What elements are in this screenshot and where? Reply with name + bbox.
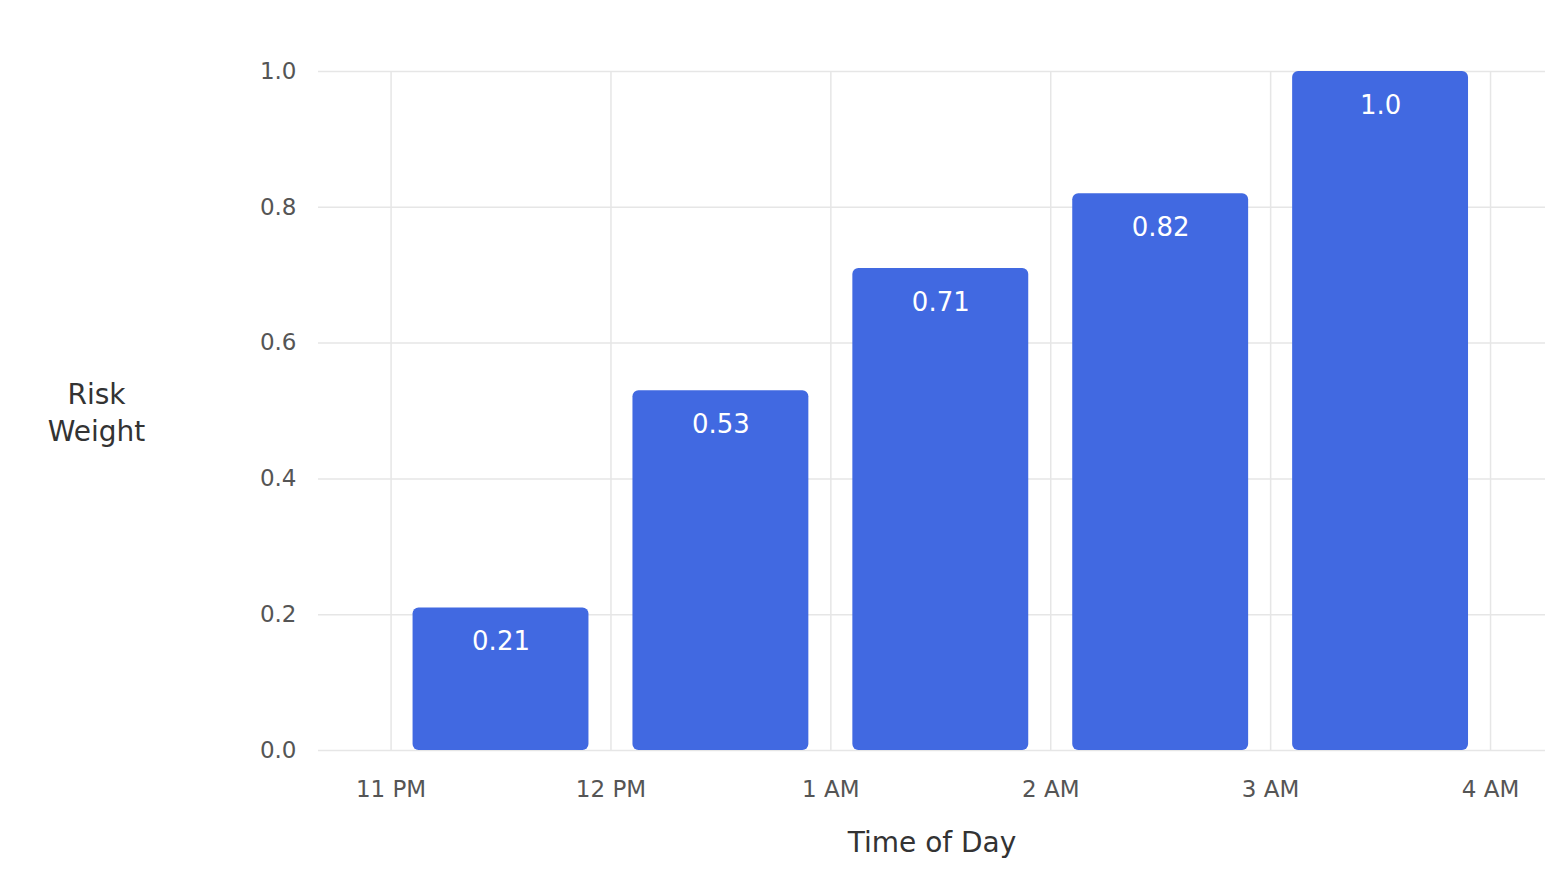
svg-text:0.71: 0.71 [912, 287, 970, 317]
svg-text:1.0: 1.0 [1360, 90, 1401, 120]
svg-text:0.53: 0.53 [692, 409, 750, 439]
svg-text:12 PM: 12 PM [576, 776, 646, 802]
svg-text:0.0: 0.0 [260, 737, 297, 763]
svg-text:0.4: 0.4 [260, 465, 297, 491]
svg-text:3 AM: 3 AM [1242, 776, 1300, 802]
svg-text:0.82: 0.82 [1132, 212, 1190, 242]
svg-text:1.0: 1.0 [260, 58, 297, 84]
svg-text:2 AM: 2 AM [1022, 776, 1080, 802]
svg-text:4 AM: 4 AM [1462, 776, 1520, 802]
svg-text:Time of Day: Time of Day [847, 826, 1017, 859]
svg-text:0.6: 0.6 [260, 329, 297, 355]
svg-text:0.2: 0.2 [260, 601, 297, 627]
svg-text:0.8: 0.8 [260, 194, 297, 220]
svg-text:RiskWeight: RiskWeight [48, 378, 146, 447]
svg-text:0.21: 0.21 [472, 626, 530, 656]
svg-text:11 PM: 11 PM [356, 776, 426, 802]
svg-text:1 AM: 1 AM [802, 776, 860, 802]
